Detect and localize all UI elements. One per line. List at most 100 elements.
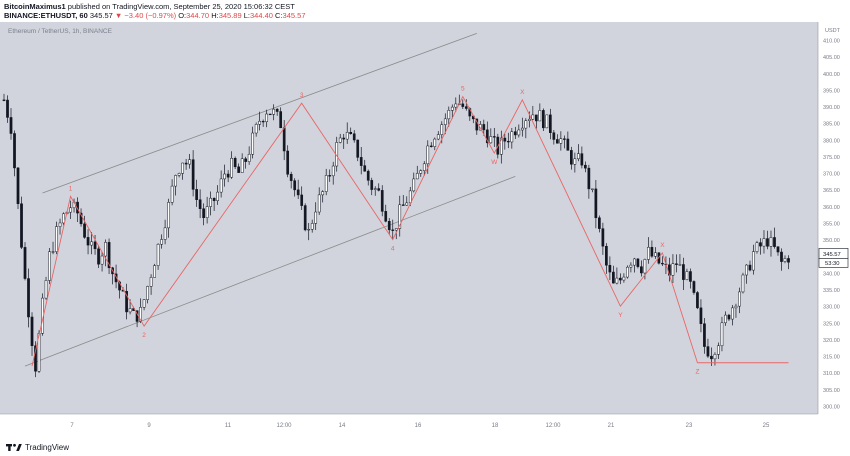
candle-body [282,127,286,152]
candle-body [759,242,762,247]
candle-body [13,133,16,169]
price-tick-label: 360.00 [823,205,840,211]
candle-body [741,274,745,293]
wave-label: 2 [142,332,146,339]
time-tick-label: 14 [339,423,346,429]
candle-body [86,237,90,246]
wave-label: Y [618,312,623,319]
candle-body [454,103,458,108]
time-tick-label: 23 [686,423,693,429]
candle-body [352,133,356,141]
plot-background [0,22,818,414]
elliott-wave-line [31,95,698,367]
candle-body [643,259,647,274]
price-tick-label: 355.00 [823,221,840,227]
candle-body [83,223,86,238]
candle-body [258,120,262,125]
candle-body [748,264,752,271]
candle-body [447,110,451,120]
candle-body [338,137,342,143]
candle-body [506,140,510,143]
candle-body [629,264,633,268]
candle-body [20,203,23,248]
candle-body [769,237,773,247]
candle-body [556,139,559,144]
candle-body [177,173,181,176]
candle-body [286,150,290,175]
candle-body [485,129,489,144]
candle-body [538,110,542,122]
candle-body [520,127,524,131]
price-tick-label: 395.00 [823,88,840,94]
price-tick-label: 405.00 [823,55,840,61]
candle-body [429,145,433,147]
price-change: ▼ −3.40 (−0.97%) [114,11,177,20]
candle-body [527,118,531,121]
candle-body [139,307,142,322]
candle-body [184,162,188,165]
ohlc-high-label: H: [211,11,219,20]
candle-body [321,191,325,196]
candle-body [678,264,682,266]
candle-body [198,199,202,209]
price-chart[interactable]: 410.00 405.00 400.00 395.00 390.00 385.00 380.… [0,22,850,436]
candle-body [247,153,251,162]
chart-area[interactable]: 410.00 405.00 400.00 395.00 390.00 385.00 380.… [0,22,850,436]
candle-body [93,241,97,250]
price-axis[interactable] [818,22,850,436]
candle-body [559,138,563,144]
candle-body [548,114,552,133]
candle-body [202,208,205,218]
tradingview-logo[interactable]: TradingView [6,441,69,453]
candle-body [419,170,423,174]
candle-body [717,345,720,355]
ohlc-close-label: C: [275,11,283,20]
candle-body [783,258,787,262]
wave-label: 5 [461,86,465,93]
candle-body [731,307,734,320]
wave-label: 1 [69,185,73,192]
time-tick-label: 9 [147,423,151,429]
candle-body [174,175,177,187]
candle-body [153,265,156,278]
candle-body [699,307,703,324]
time-tick-label: 11 [225,423,232,429]
candle-body [570,150,573,165]
candle-body [405,202,409,206]
candle-body [293,180,297,191]
candle-body [727,314,731,320]
candle-body [118,281,121,291]
price-tick-label: 380.00 [823,138,840,144]
candle-body [265,113,269,123]
time-axis[interactable] [0,414,818,436]
candle-body [391,229,395,231]
price-tick-label: 315.00 [823,355,840,361]
candle-body [689,271,692,282]
candle-body [2,99,6,101]
candle-body [703,323,706,347]
candle-body [489,136,493,144]
author-name[interactable]: BitcoinMaximus1 [4,2,66,11]
candle-body [692,281,696,293]
candle-body [9,117,13,134]
candle-body [619,277,622,281]
candle-body [104,242,107,257]
candle-body [745,264,748,276]
candle-body [436,134,440,140]
candle-body [254,124,258,134]
candle-body [90,241,93,246]
candle-body [310,223,314,230]
time-tick-label: 12:00 [545,423,561,429]
candle-body [342,137,346,140]
wave-label: X [520,89,525,96]
candle-body [69,207,72,213]
candle-body [377,188,381,191]
wave-label: 3 [300,92,304,99]
candle-body [314,211,318,224]
candle-body [107,242,111,269]
candle-body [776,246,780,253]
candle-body [654,252,657,257]
candle-body [296,189,300,196]
price-tick-label: 300.00 [823,405,840,411]
candle-body [752,251,755,271]
